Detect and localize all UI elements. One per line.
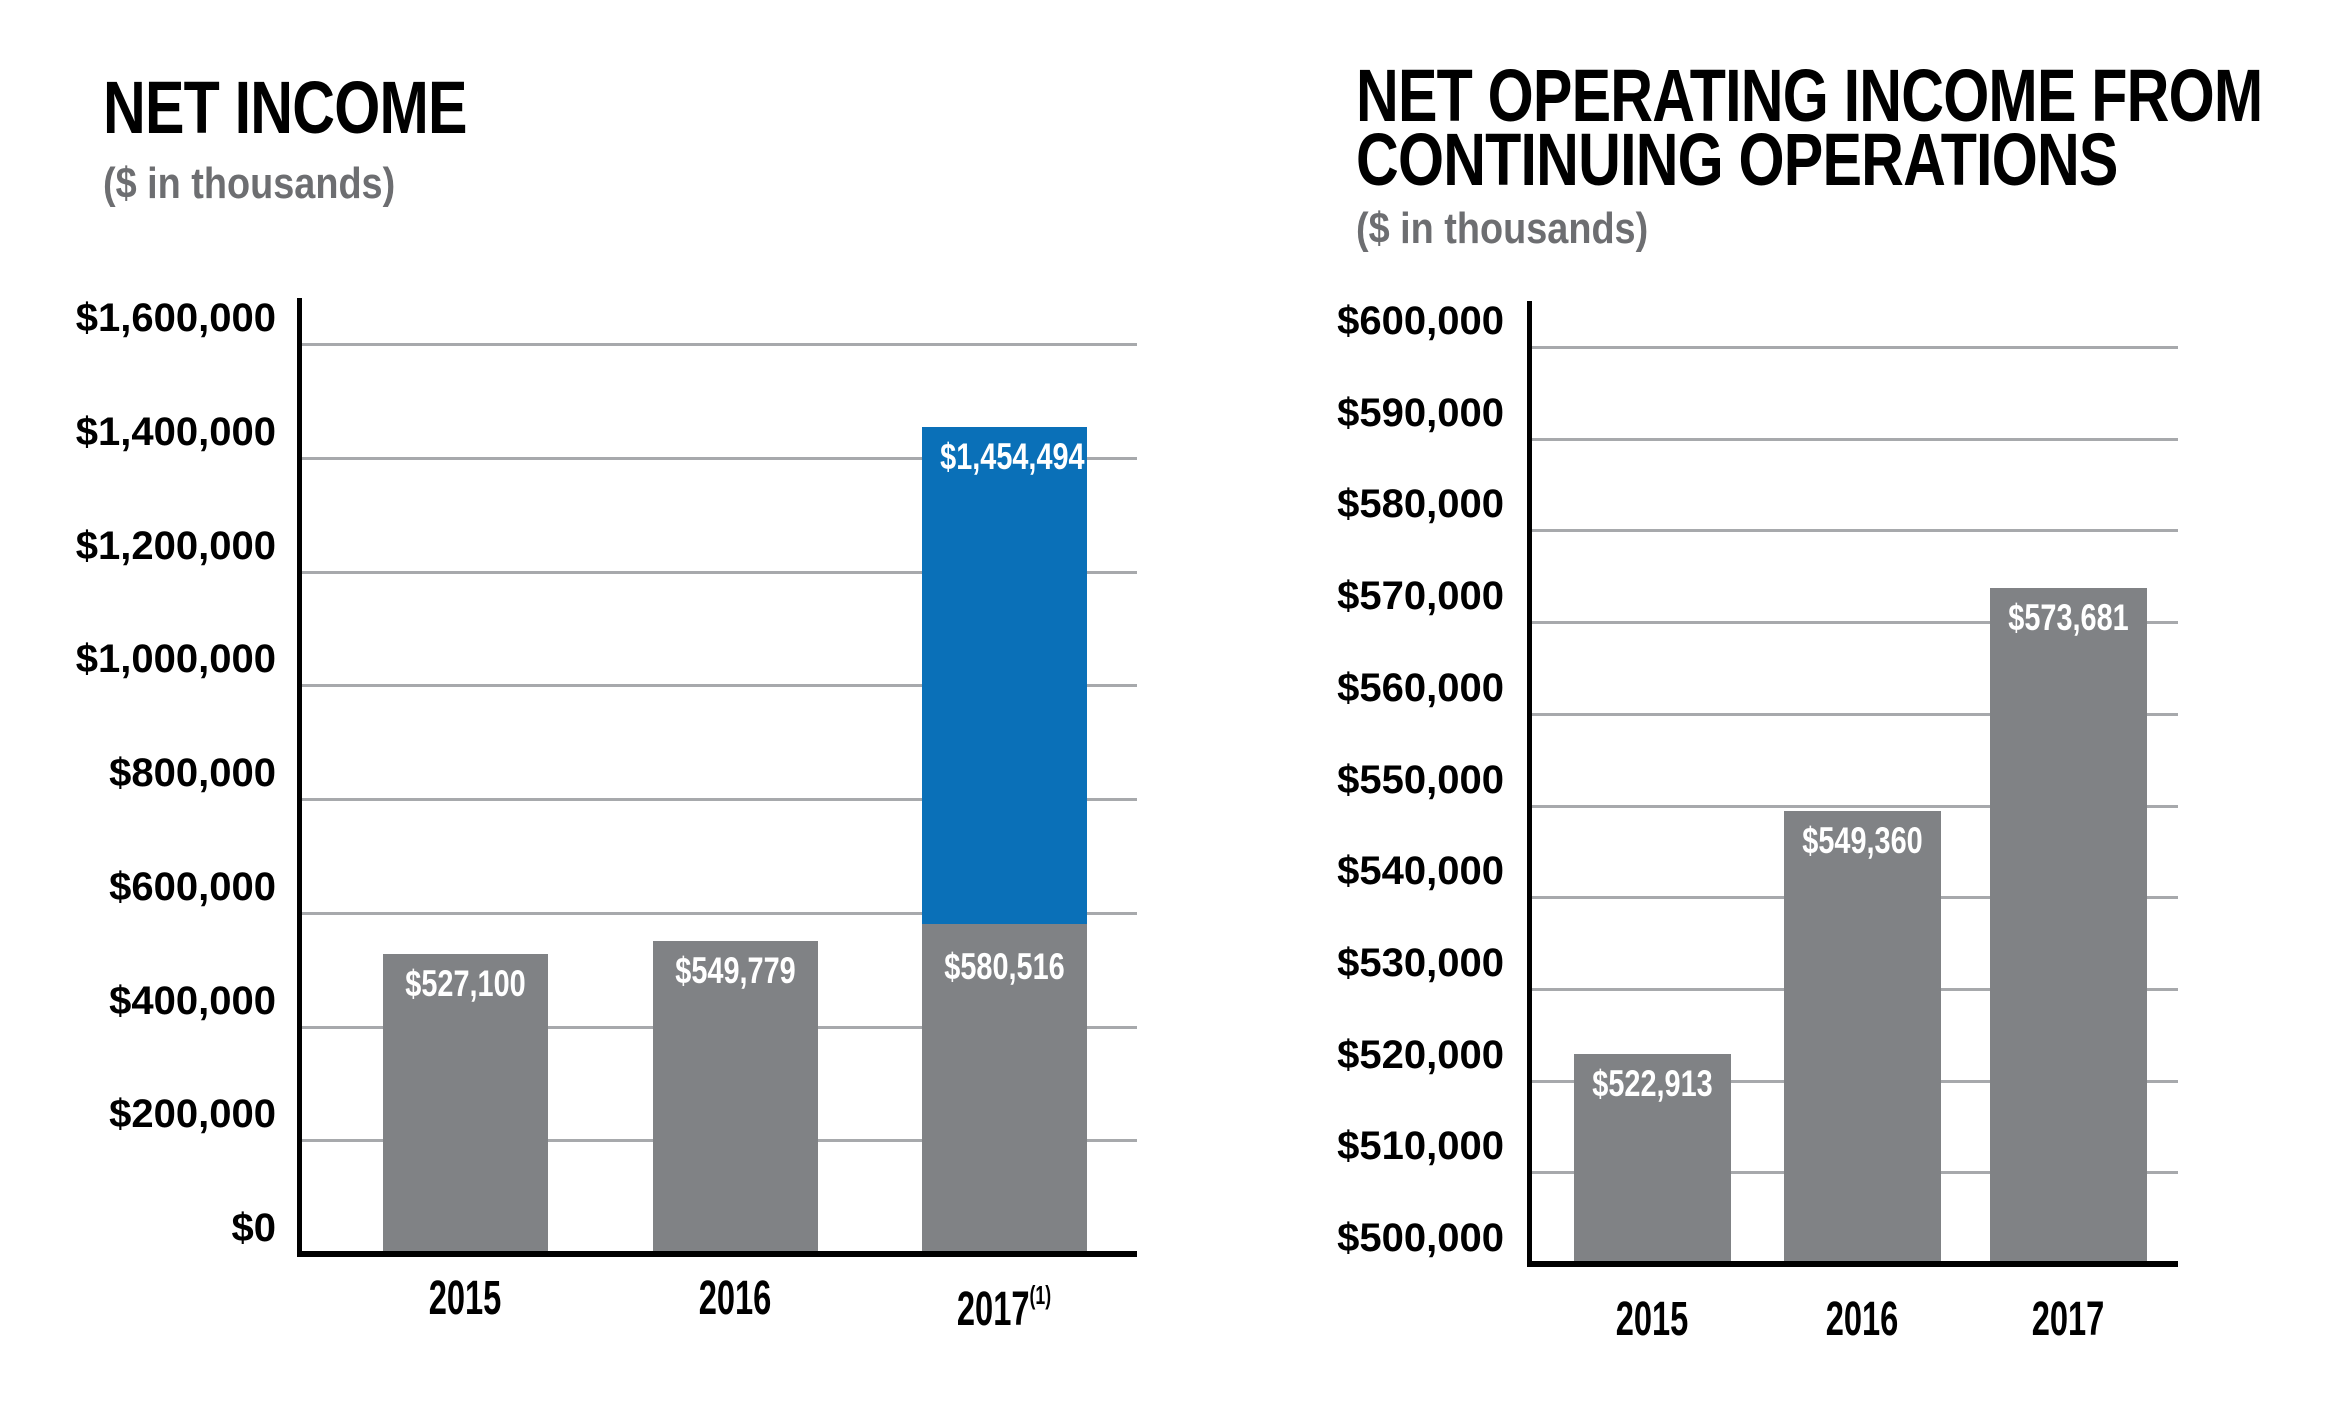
bar-segment-2016-0	[653, 941, 818, 1254]
gridline-$560,000	[1532, 713, 2178, 716]
gridline-$1,600,000	[302, 343, 1137, 346]
bar-value-label: $1,454,494	[940, 436, 1085, 477]
y-axis-tick-label: $1,600,000	[75, 296, 276, 340]
y-axis-tick-label: $0	[231, 1206, 277, 1250]
bar-segment-2015-0	[383, 954, 548, 1254]
y-axis-tick-label: $600,000	[109, 865, 276, 909]
bar-segment-2017-0	[922, 924, 1087, 1254]
bar-value-label: $527,100	[405, 963, 526, 1004]
bar-segment-2017-0	[1990, 588, 2147, 1264]
y-axis-tick-label: $1,200,000	[75, 524, 276, 568]
y-axis-line	[1527, 301, 1532, 1267]
y-axis-tick-label: $1,400,000	[75, 410, 276, 454]
chart1-title-line1: NET INCOME	[103, 66, 467, 149]
y-axis-tick-label: $530,000	[1337, 941, 1504, 985]
bar-value-label: $549,360	[1802, 820, 1923, 861]
gridline-$580,000	[1532, 529, 2178, 532]
year-text: 2017	[956, 1283, 1030, 1336]
x-axis-label-2015: 2015	[390, 1271, 540, 1327]
y-axis-tick-label: $520,000	[1337, 1033, 1504, 1077]
year-text: 2017	[2031, 1293, 2105, 1346]
y-axis-tick-label: $560,000	[1337, 666, 1504, 710]
bar-value-label: $522,913	[1592, 1063, 1713, 1104]
x-axis-label-2017: 2017	[1993, 1292, 2143, 1348]
y-axis-tick-label: $510,000	[1337, 1124, 1504, 1168]
y-axis-tick-label: $570,000	[1337, 574, 1504, 618]
year-text: 2015	[1615, 1293, 1689, 1346]
y-axis-tick-label: $1,000,000	[75, 637, 276, 681]
bar-segment-2017-1	[922, 427, 1087, 924]
bar-value-label: $580,516	[944, 946, 1065, 987]
gridline-$800,000	[302, 798, 1137, 801]
y-axis-tick-label: $200,000	[109, 1092, 276, 1136]
y-axis-tick-label: $550,000	[1337, 758, 1504, 802]
y-axis-tick-label: $600,000	[1337, 299, 1504, 343]
chart2-title-line1: NET OPERATING INCOME FROM	[1356, 54, 2263, 137]
gridline-$1,400,000	[302, 457, 1137, 460]
year-footnote-superscript: (1)	[1029, 1280, 1052, 1310]
chart2-subtitle: ($ in thousands)	[1356, 204, 1649, 253]
y-axis-tick-label: $580,000	[1337, 482, 1504, 526]
bar-value-label: $549,779	[675, 950, 796, 991]
gridline-$600,000	[302, 912, 1137, 915]
gridline-$570,000	[1532, 621, 2178, 624]
year-text: 2016	[1825, 1293, 1899, 1346]
year-text: 2016	[698, 1272, 772, 1325]
gridline-$1,000,000	[302, 684, 1137, 687]
x-axis-label-2016: 2016	[1787, 1292, 1937, 1348]
chart2-title: NET OPERATING INCOME FROM CONTINUING OPE…	[1356, 54, 2263, 201]
bar-segment-2015-0	[1574, 1054, 1731, 1264]
gridline-$600,000	[1532, 346, 2178, 349]
year-text: 2015	[428, 1272, 502, 1325]
y-axis-tick-label: $800,000	[109, 751, 276, 795]
y-axis-tick-label: $540,000	[1337, 849, 1504, 893]
chart2-title-line2: CONTINUING OPERATIONS	[1356, 118, 2118, 201]
gridline-$590,000	[1532, 438, 2178, 441]
bar-value-label: $573,681	[2008, 597, 2129, 638]
gridline-$550,000	[1532, 805, 2178, 808]
bar-segment-2016-0	[1784, 811, 1941, 1264]
x-axis-label-2015: 2015	[1577, 1292, 1727, 1348]
y-axis-tick-label: $400,000	[109, 979, 276, 1023]
x-axis-label-2017: 2017(1)	[929, 1271, 1079, 1336]
y-axis-tick-label: $590,000	[1337, 391, 1504, 435]
chart1-subtitle: ($ in thousands)	[103, 159, 396, 208]
y-axis-tick-label: $500,000	[1337, 1216, 1504, 1260]
x-axis-line	[1527, 1261, 2178, 1267]
y-axis-line	[297, 298, 302, 1257]
chart1-title: NET INCOME	[103, 71, 467, 145]
x-axis-line	[297, 1251, 1137, 1257]
x-axis-label-2016: 2016	[660, 1271, 810, 1327]
gridline-$1,200,000	[302, 571, 1137, 574]
